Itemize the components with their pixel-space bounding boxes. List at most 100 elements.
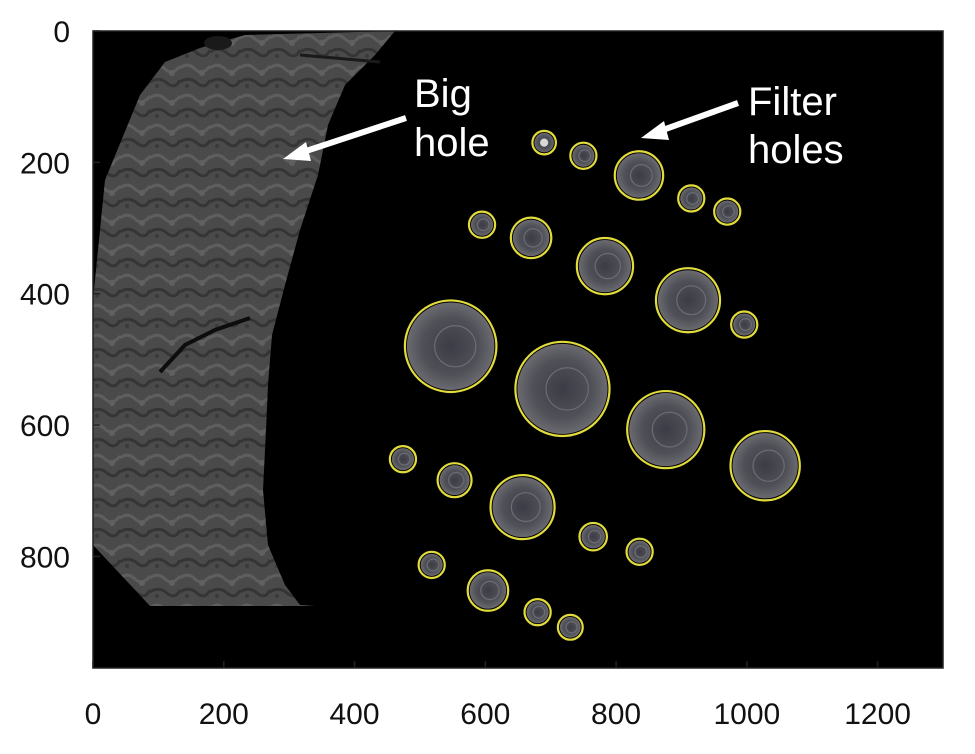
filter-hole-texture	[480, 580, 500, 601]
detection-circle	[677, 184, 706, 213]
big-hole-label-line2: hole	[414, 121, 490, 165]
x-tick-label: 1200	[844, 698, 911, 731]
filter-hole-interior	[391, 448, 414, 471]
detection-circle	[713, 197, 742, 226]
axes-frame	[92, 30, 944, 669]
filter-hole-interior	[512, 219, 550, 257]
filter-hole	[388, 444, 418, 474]
filter-hole-interior	[657, 270, 719, 331]
filter-hole	[569, 141, 598, 170]
detection-circle	[403, 299, 498, 394]
filter-hole	[509, 216, 553, 260]
filter-hole-interior	[492, 477, 553, 538]
filter-hole	[403, 299, 498, 394]
filter-hole-interior	[470, 213, 494, 236]
filter-hole-interior	[578, 239, 632, 293]
filter-hole	[523, 598, 552, 627]
filter-hole-interior	[406, 302, 495, 390]
filter-hole-interior	[629, 393, 703, 467]
x-tick-label: 400	[330, 698, 380, 731]
detection-circle	[730, 310, 759, 339]
filter-holes-annotation: Filter holes	[641, 80, 844, 172]
filter-hole	[729, 429, 801, 502]
filter-hole	[556, 613, 584, 641]
filter-hole	[677, 184, 706, 213]
filter-hole-interior	[420, 553, 443, 576]
y-tick-label: 0	[53, 16, 70, 49]
filter-hole-texture	[476, 218, 490, 232]
filter-hole	[575, 236, 635, 296]
filter-hole	[713, 197, 742, 226]
detection-circle	[575, 236, 635, 296]
detection-circle	[509, 216, 553, 260]
filter-holes-arrow-head	[641, 121, 669, 140]
filter-hole	[514, 340, 611, 438]
y-tick-label: 800	[20, 541, 70, 574]
detection-circle	[729, 429, 801, 502]
micrograph-image	[93, 31, 943, 668]
detection-circle	[436, 462, 473, 499]
big-hole-arrow-shaft	[299, 115, 407, 156]
filter-hole-interior	[526, 601, 549, 624]
filter-hole-texture	[629, 163, 653, 187]
filter-holes-label-line2: holes	[748, 128, 844, 172]
filter-hole	[578, 521, 609, 552]
detection-circle	[514, 340, 611, 438]
x-tick-label: 0	[85, 698, 102, 731]
filter-hole-texture	[634, 545, 648, 559]
filter-hole-texture	[397, 452, 411, 466]
y-axis: 0 200 400 600 800	[20, 16, 100, 574]
filter-hole-interior	[616, 153, 662, 198]
x-tick-label: 200	[199, 698, 249, 731]
filter-hole-texture	[722, 205, 736, 219]
filter-hole	[625, 537, 654, 566]
filter-hole-bright-core	[540, 138, 549, 147]
surface-spot	[204, 36, 232, 50]
filter-hole	[626, 389, 706, 470]
big-hole-arrow-head	[283, 142, 311, 161]
filter-hole-texture	[651, 411, 688, 448]
filter-hole-texture	[510, 492, 541, 523]
detection-circle	[654, 267, 722, 334]
filter-hole-interior	[439, 465, 470, 496]
filter-holes-layer	[388, 129, 801, 641]
filter-hole-texture	[565, 621, 578, 634]
filter-hole-texture	[578, 149, 592, 163]
filter-holes-arrow-shaft	[658, 100, 740, 134]
filter-hole-texture	[426, 558, 440, 572]
detection-circle	[489, 473, 556, 541]
filter-hole	[466, 569, 510, 612]
detection-circle	[467, 210, 497, 239]
filter-hole-texture	[434, 325, 477, 368]
y-tick-label: 400	[20, 279, 70, 312]
crack-mark	[158, 316, 251, 374]
x-tick-label: 800	[591, 698, 641, 731]
filter-hole-interior	[559, 616, 581, 638]
filter-hole	[489, 473, 556, 541]
detection-circle	[531, 129, 558, 156]
filter-hole-texture	[523, 228, 543, 248]
detection-circle	[523, 598, 552, 627]
filter-hole	[436, 462, 473, 499]
filter-hole	[417, 550, 446, 580]
y-tick-label: 200	[20, 147, 70, 180]
filter-hole-interior	[517, 343, 608, 434]
filter-hole-interior	[680, 187, 703, 210]
filter-hole	[613, 150, 665, 201]
detection-circle	[625, 537, 654, 566]
filter-hole-texture	[545, 367, 589, 411]
x-axis: 0 200 400 600 800 1000 1200	[85, 661, 911, 731]
detection-circle	[626, 389, 706, 470]
filter-hole-texture	[676, 285, 707, 316]
filter-hole-interior	[628, 540, 651, 563]
detection-circle	[417, 550, 446, 580]
detection-circle	[613, 150, 665, 201]
filter-hole-texture	[448, 471, 465, 489]
filter-hole-texture	[532, 605, 546, 619]
filter-hole-texture	[752, 449, 785, 482]
filter-hole-texture	[587, 529, 602, 544]
big-hole-annotation: Big hole	[283, 72, 490, 165]
y-tick-label: 600	[20, 410, 70, 443]
filter-hole-texture	[686, 191, 700, 205]
